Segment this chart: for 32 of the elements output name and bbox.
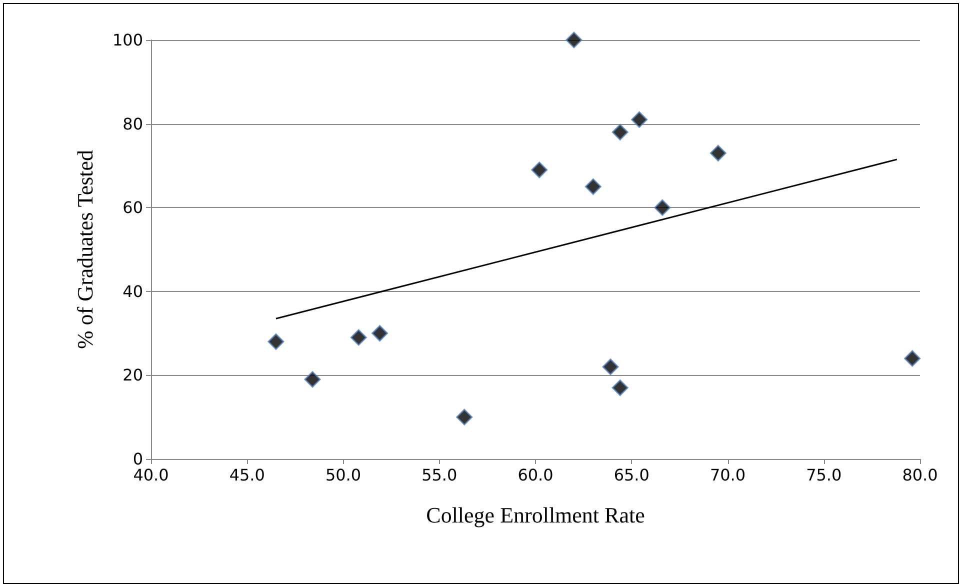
x-tick-label: 50.0	[325, 466, 362, 484]
point	[304, 371, 321, 388]
point	[350, 329, 367, 346]
x-axis-title: College Enrollment Rate	[426, 502, 645, 528]
y-tick-label: 0	[132, 450, 143, 468]
point	[904, 350, 921, 367]
point	[531, 162, 548, 178]
point	[612, 380, 628, 396]
y-tick-label: 20	[122, 366, 143, 385]
x-tick-label: 40.0	[133, 466, 169, 484]
point	[584, 178, 602, 195]
point	[456, 408, 473, 426]
point	[372, 325, 388, 342]
x-tick-label: 70.0	[710, 466, 746, 484]
x-tick-label: 60.0	[518, 466, 554, 484]
x-tick-label: 55.0	[422, 466, 458, 484]
point	[631, 111, 648, 128]
point	[602, 358, 619, 376]
x-tick-label: 75.0	[806, 466, 842, 484]
y-tick-label: 100	[112, 30, 143, 50]
y-tick-label: 40	[122, 282, 143, 301]
point	[566, 32, 582, 48]
point	[612, 124, 628, 140]
point	[268, 333, 284, 350]
y-tick-label: 80	[122, 114, 143, 134]
y-tick-label: 60	[122, 198, 143, 218]
x-tick-label: 80.0	[902, 466, 938, 484]
point	[654, 199, 671, 216]
y-axis-title: % of Graduates Tested	[72, 150, 98, 350]
x-tick-label: 65.0	[614, 466, 650, 484]
point	[710, 144, 726, 162]
x-tick-label: 45.0	[229, 466, 265, 484]
